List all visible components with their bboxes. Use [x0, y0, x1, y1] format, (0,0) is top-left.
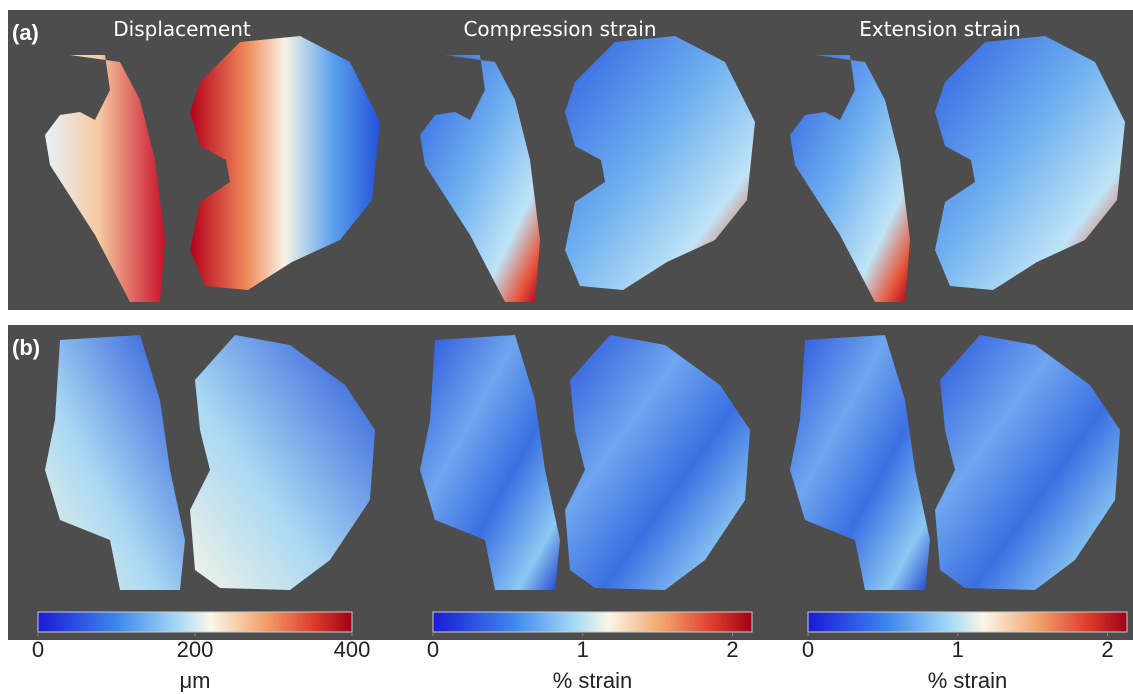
colorbar: [38, 612, 352, 632]
colorbar-label: μm: [179, 668, 210, 693]
column-title: Extension strain: [859, 17, 1021, 41]
tick-label: 200: [177, 637, 214, 662]
panel-label: (b): [12, 335, 40, 360]
colorbars: 0 200 400 μm 0 1 2 % strain 0 1 2 % strain: [32, 612, 1127, 693]
tick-label: 1: [952, 637, 964, 662]
colorbar-label: % strain: [553, 668, 632, 693]
tick-label: 400: [334, 637, 371, 662]
colorbar: [808, 612, 1127, 632]
panel-label: (a): [12, 20, 39, 45]
tick-label: 1: [577, 637, 589, 662]
colorbar: [433, 612, 752, 632]
tick-label: 2: [1101, 637, 1113, 662]
tick-label: 0: [32, 637, 44, 662]
tick-label: 0: [802, 637, 814, 662]
tick-label: 2: [726, 637, 738, 662]
column-title: Compression strain: [463, 17, 656, 41]
tick-label: 0: [427, 637, 439, 662]
column-title: Displacement: [113, 17, 251, 41]
colorbar-label: % strain: [928, 668, 1007, 693]
figure: (a) (b) Displacement Compression strain …: [0, 0, 1133, 694]
